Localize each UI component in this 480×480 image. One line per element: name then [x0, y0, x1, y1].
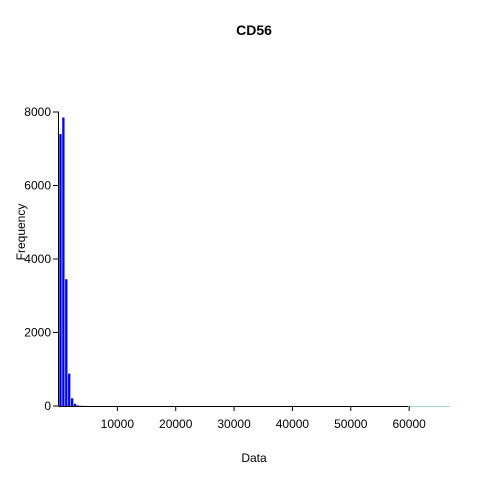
y-tick-label-4: 8000 — [24, 105, 51, 119]
y-tick-label-3: 6000 — [24, 179, 51, 193]
axes-group — [58, 112, 450, 407]
histogram-bar-2 — [65, 279, 68, 406]
x-tick-label-3: 40000 — [276, 417, 310, 431]
y-axis-label: Frequency — [14, 204, 28, 261]
x-tick-label-4: 50000 — [334, 417, 368, 431]
x-axis-label: Data — [241, 451, 267, 465]
histogram-bar-1 — [62, 117, 65, 406]
histogram-bar-6 — [76, 405, 80, 406]
histogram-bar-3 — [68, 373, 71, 406]
y-tick-label-2: 4000 — [24, 252, 51, 266]
x-tick-label-0: 10000 — [101, 417, 135, 431]
histogram-bar-0 — [59, 134, 62, 407]
x-ticks-group: 10000 20000 30000 40000 50000 60000 — [101, 406, 426, 431]
x-tick-label-5: 60000 — [392, 417, 426, 431]
y-tick-label-1: 2000 — [24, 326, 51, 340]
chart-title: CD56 — [236, 22, 272, 38]
bars-group — [59, 117, 88, 407]
histogram-bar-5 — [73, 403, 77, 406]
y-tick-label-0: 0 — [44, 399, 51, 413]
x-tick-label-2: 30000 — [217, 417, 251, 431]
histogram-bar-4 — [70, 398, 74, 406]
x-tick-label-1: 20000 — [159, 417, 193, 431]
y-ticks-group: 0 2000 4000 6000 8000 — [24, 105, 59, 413]
